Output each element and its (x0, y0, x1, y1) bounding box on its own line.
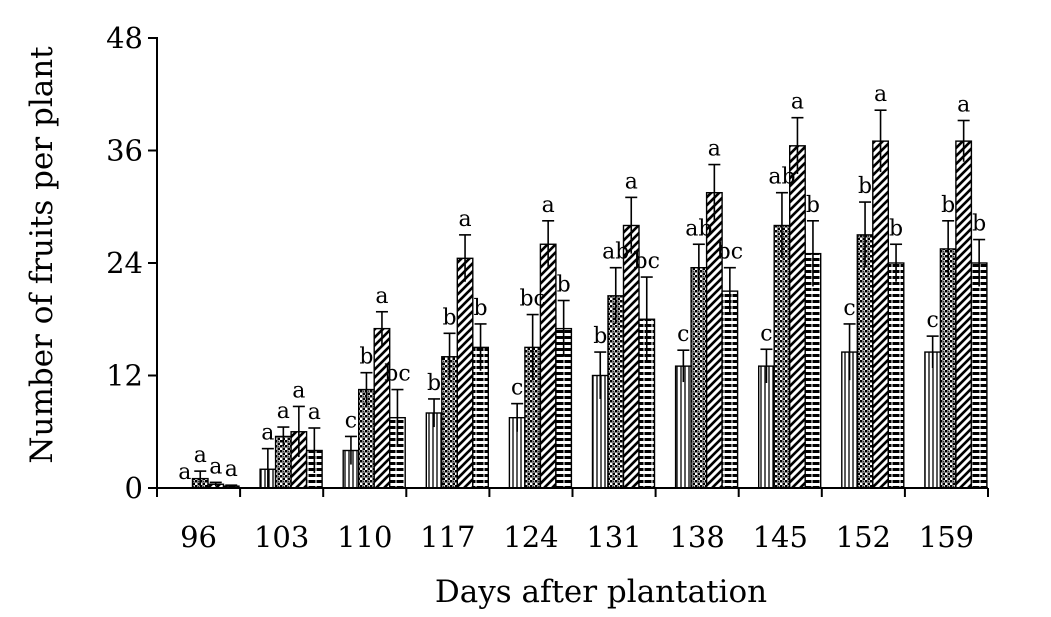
x-tick-label: 110 (337, 520, 392, 554)
significance-letter: a (178, 460, 191, 485)
significance-letter: bc (717, 240, 743, 265)
y-axis-ticks: 0 12 24 36 48 (106, 21, 157, 505)
x-tick-label: 131 (586, 520, 641, 554)
significance-letter: c (345, 408, 357, 433)
x-tick-label: 159 (919, 520, 974, 554)
significance-letter: a (194, 443, 207, 468)
x-tick-label: 145 (753, 520, 808, 554)
significance-letter: b (858, 174, 872, 199)
significance-letter: b (359, 345, 373, 370)
bar-diagonal-dashes (789, 145, 806, 489)
y-axis-title: Number of fruits per plant (24, 46, 60, 464)
significance-letter: a (957, 93, 970, 118)
significance-letter: b (889, 216, 903, 241)
significance-letter: c (926, 308, 938, 333)
significance-letter: b (806, 193, 820, 218)
significance-letter: bc (384, 362, 410, 387)
significance-letter: b (941, 193, 955, 218)
bar-horizontal-bricks (887, 262, 905, 489)
bar-diagonal-dashes (373, 327, 391, 489)
bar-checkered (939, 248, 957, 489)
bar-vertical-lines (758, 365, 775, 489)
x-tick-label: 138 (669, 520, 724, 554)
x-tick-label: 96 (180, 520, 217, 554)
x-axis-ticks: 96 103 110 117 124 131 138 145 152 159 (156, 488, 989, 554)
y-tick-label: 36 (106, 134, 143, 168)
bar-diagonal-dashes (872, 140, 889, 489)
significance-letter: c (677, 322, 689, 347)
significance-letter: b (443, 305, 457, 330)
significance-letter: b (474, 296, 488, 321)
bar-checkered (856, 234, 874, 489)
y-tick-label: 24 (106, 246, 143, 280)
significance-letter: c (843, 296, 855, 321)
significance-letter: a (375, 284, 388, 309)
significance-letter: a (277, 399, 290, 424)
significance-letter: ab (685, 216, 712, 241)
significance-letter: ab (602, 240, 629, 265)
x-tick-label: 152 (836, 520, 891, 554)
significance-letter: a (791, 90, 804, 115)
x-axis-title: Days after plantation (435, 574, 767, 610)
significance-letter: bc (519, 287, 545, 312)
bar-horizontal-bricks (804, 252, 822, 489)
bar-vertical-lines (674, 365, 692, 489)
significance-letter: ab (768, 165, 795, 190)
x-tick-label: 117 (420, 520, 475, 554)
bar-vertical-lines (924, 351, 942, 489)
significance-letter: c (760, 321, 772, 346)
significance-letter: bc (634, 249, 660, 274)
significance-letter: c (511, 376, 523, 401)
y-tick-label: 48 (106, 21, 143, 55)
significance-letter: a (261, 421, 274, 446)
significance-letter: a (209, 454, 222, 479)
bar-checkered (607, 295, 625, 489)
significance-letter: b (593, 324, 607, 349)
bar-diagonal-dashes (456, 257, 474, 489)
bar-diagonal-dashes (539, 243, 557, 489)
significance-letter: a (292, 378, 305, 403)
y-tick-label: 12 (106, 359, 143, 393)
significance-letter: a (874, 82, 887, 107)
significance-letter: a (708, 137, 721, 162)
bar-checkered (773, 224, 791, 489)
significance-letter: a (625, 169, 638, 194)
bar-checkered (690, 266, 708, 489)
significance-letter: a (308, 400, 321, 425)
error-bars (194, 109, 986, 488)
significance-letter: b (427, 371, 441, 396)
bar-horizontal-bricks (970, 262, 988, 489)
x-tick-label: 124 (503, 520, 558, 554)
significance-letter: a (225, 457, 238, 482)
bar-horizontal-bricks (721, 290, 739, 489)
significance-letter: b (972, 212, 986, 237)
significance-letter: b (557, 273, 571, 298)
significance-letter: a (458, 207, 471, 232)
x-tick-label: 103 (254, 520, 309, 554)
y-tick-label: 0 (125, 471, 143, 505)
bar-diagonal-dashes (955, 140, 973, 489)
significance-letter: a (542, 193, 555, 218)
